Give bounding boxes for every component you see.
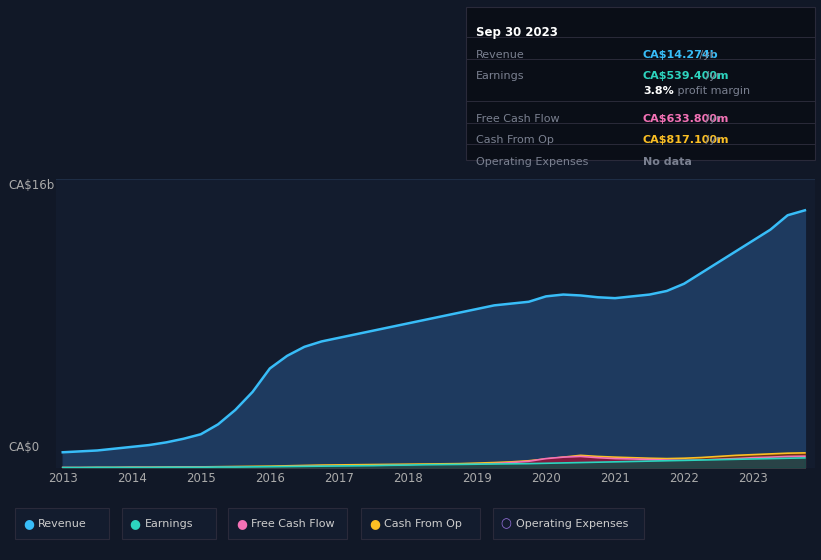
Text: Cash From Op: Cash From Op: [384, 519, 462, 529]
Text: Free Cash Flow: Free Cash Flow: [476, 114, 560, 124]
Text: CA$14.274b: CA$14.274b: [643, 50, 718, 60]
Text: CA$633.800m: CA$633.800m: [643, 114, 729, 124]
Text: ●: ●: [369, 517, 380, 530]
Text: ●: ●: [236, 517, 247, 530]
Text: CA$817.100m: CA$817.100m: [643, 135, 729, 145]
Text: /yr: /yr: [701, 114, 720, 124]
Text: No data: No data: [643, 157, 692, 166]
Text: CA$16b: CA$16b: [8, 179, 54, 192]
Text: Operating Expenses: Operating Expenses: [476, 157, 589, 166]
Text: Earnings: Earnings: [144, 519, 193, 529]
Text: Sep 30 2023: Sep 30 2023: [476, 26, 558, 39]
Text: Free Cash Flow: Free Cash Flow: [251, 519, 335, 529]
Text: Cash From Op: Cash From Op: [476, 135, 554, 145]
Text: Revenue: Revenue: [38, 519, 86, 529]
Text: ○: ○: [501, 517, 511, 530]
Text: CA$539.400m: CA$539.400m: [643, 71, 729, 81]
Text: ●: ●: [130, 517, 140, 530]
Text: /yr: /yr: [701, 71, 720, 81]
Text: Revenue: Revenue: [476, 50, 525, 60]
Text: Earnings: Earnings: [476, 71, 525, 81]
Text: /yr: /yr: [701, 135, 720, 145]
Text: profit margin: profit margin: [674, 86, 750, 96]
Text: /yr: /yr: [696, 50, 715, 60]
Text: 3.8%: 3.8%: [643, 86, 673, 96]
Text: CA$0: CA$0: [8, 441, 39, 454]
Text: Operating Expenses: Operating Expenses: [516, 519, 628, 529]
Text: ●: ●: [23, 517, 34, 530]
